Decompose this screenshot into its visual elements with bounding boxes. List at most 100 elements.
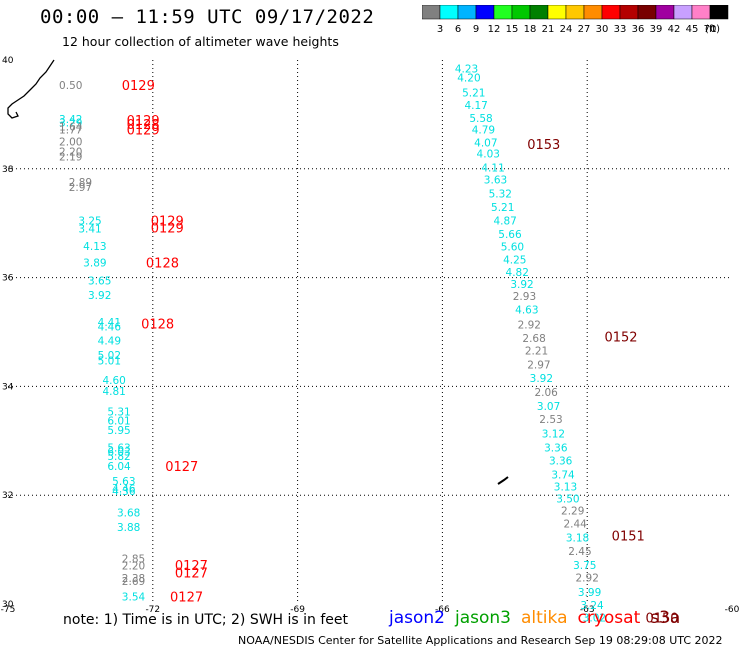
wave-height-label: 3.99 bbox=[578, 587, 601, 599]
y-tick-label: 34 bbox=[2, 382, 14, 392]
satellite-legend-item: s3a bbox=[650, 608, 681, 628]
wave-height-label: 4.17 bbox=[464, 100, 487, 112]
coastline-shape bbox=[7, 59, 55, 119]
colorbar-label: 12 bbox=[488, 24, 501, 35]
wave-height-label: 2.68 bbox=[522, 333, 545, 345]
wave-height-label: 5.60 bbox=[501, 242, 524, 254]
colorbar-label: 33 bbox=[614, 24, 627, 35]
track-time-label: 0127 bbox=[175, 566, 208, 581]
wave-height-label: 4.13 bbox=[83, 241, 106, 253]
track-time-label: 0152 bbox=[604, 330, 637, 345]
wave-height-label: 6.03 bbox=[107, 447, 130, 459]
wave-height-label: 4.25 bbox=[503, 255, 526, 267]
wave-height-label: 5.58 bbox=[469, 113, 492, 125]
wave-height-label: 5.21 bbox=[462, 88, 485, 100]
chart-title: 00:00 – 11:59 UTC 09/17/2022 bbox=[40, 6, 375, 28]
colorbar-label: 42 bbox=[668, 24, 681, 35]
wave-height-label: 4.87 bbox=[493, 215, 516, 227]
x-tick-label: -69 bbox=[290, 605, 305, 615]
track-time-label: 0129 bbox=[151, 222, 184, 237]
wave-height-label: 3.75 bbox=[573, 560, 596, 572]
wave-height-label: 5.95 bbox=[107, 425, 130, 437]
x-tick-label: -72 bbox=[145, 605, 160, 615]
wave-height-label: 3.92 bbox=[510, 279, 533, 291]
wave-height-label: 3.54 bbox=[122, 591, 146, 603]
wave-height-label: 2.85 bbox=[122, 553, 145, 565]
colorbar-label: 15 bbox=[506, 24, 519, 35]
wave-height-label: 2.19 bbox=[59, 151, 82, 163]
wave-height-label: 4.36 bbox=[112, 486, 136, 498]
track-time-label: 0128 bbox=[141, 317, 174, 332]
track-time-label: 0129 bbox=[151, 214, 184, 229]
wave-height-label: 1.64 bbox=[59, 121, 83, 133]
colorbar-label: 18 bbox=[524, 24, 537, 35]
wave-height-label: 4.46 bbox=[112, 484, 136, 496]
colorbar-swatch bbox=[709, 5, 729, 20]
wave-height-label: 4.60 bbox=[102, 375, 125, 387]
wave-height-label: 4.63 bbox=[515, 305, 538, 317]
satellite-legend: jason2 jason3 altika cryosat s3a bbox=[389, 608, 690, 628]
colorbar-label: 3 bbox=[437, 24, 443, 35]
wave-height-label: 5.63 bbox=[112, 476, 135, 488]
wave-height-label: 0.50 bbox=[59, 80, 82, 92]
wave-height-label: 6.01 bbox=[107, 416, 130, 428]
colorbar-label: 36 bbox=[632, 24, 645, 35]
wave-height-label: 2.97 bbox=[69, 182, 92, 194]
units-note: note: 1) Time is in UTC; 2) SWH is in fe… bbox=[63, 612, 349, 628]
wave-height-label: 4.79 bbox=[472, 125, 495, 137]
wave-height-label: 4.03 bbox=[477, 149, 500, 161]
wave-height-label: 3.07 bbox=[537, 401, 560, 413]
wave-height-label: 3.36 bbox=[549, 455, 573, 467]
wave-height-label: 5.32 bbox=[489, 188, 512, 200]
wave-height-label: 5.02 bbox=[98, 350, 121, 362]
island-shape bbox=[497, 476, 509, 485]
track-time-label: 0128 bbox=[146, 256, 179, 271]
track-time-label: 0127 bbox=[175, 559, 208, 574]
y-tick-label: 30 bbox=[2, 600, 14, 610]
wave-height-label: 2.06 bbox=[534, 387, 558, 399]
x-tick-label: -63 bbox=[580, 605, 595, 615]
wave-height-label: 5.66 bbox=[498, 229, 522, 241]
wave-height-label: 6.04 bbox=[107, 461, 131, 473]
colorbar-label: 9 bbox=[473, 24, 479, 35]
wave-height-label: 5.82 bbox=[107, 451, 130, 463]
wave-height-label: 2.92 bbox=[518, 319, 541, 331]
colorbar-label: 21 bbox=[542, 24, 555, 35]
wave-height-label: 4.46 bbox=[98, 322, 122, 334]
wave-height-label: 2.21 bbox=[525, 345, 548, 357]
wave-height-label: 2.20 bbox=[59, 146, 82, 158]
track-time-label: 0128 bbox=[127, 118, 160, 133]
wave-height-label: 3.41 bbox=[78, 224, 101, 236]
wave-height-label: 3.74 bbox=[551, 470, 575, 482]
wave-height-label: 3.13 bbox=[554, 481, 577, 493]
wave-height-label: 4.41 bbox=[98, 317, 121, 329]
wave-height-label: 3.02 bbox=[583, 613, 606, 625]
colorbar-label: 45 bbox=[686, 24, 699, 35]
track-time-label: 0151 bbox=[612, 529, 645, 544]
wave-height-label: 3.92 bbox=[88, 290, 111, 302]
wave-height-label: 5.63 bbox=[107, 442, 130, 454]
wave-height-label: 2.20 bbox=[122, 560, 145, 572]
wave-height-label: 5.21 bbox=[491, 202, 514, 214]
colorbar-label: 70 bbox=[704, 24, 717, 35]
y-tick-label: 32 bbox=[2, 491, 13, 501]
wave-height-label: 3.50 bbox=[556, 493, 579, 505]
satellite-legend-item: jason2 bbox=[389, 608, 445, 628]
y-tick-label: 36 bbox=[2, 274, 14, 284]
wave-height-label: 3.63 bbox=[484, 175, 507, 187]
y-tick-label: 38 bbox=[2, 165, 14, 175]
wave-height-label: 3.12 bbox=[542, 429, 565, 441]
wave-height-label: 4.07 bbox=[474, 138, 497, 150]
wave-height-label: 2.69 bbox=[122, 576, 145, 588]
satellite-legend-item: jason3 bbox=[455, 608, 511, 628]
x-tick-label: -75 bbox=[1, 605, 16, 615]
wave-height-label: 2.97 bbox=[527, 360, 550, 372]
wave-height-label: 3.36 bbox=[544, 442, 568, 454]
chart-subtitle: 12 hour collection of altimeter wave hei… bbox=[62, 34, 339, 49]
track-time-label: 0129 bbox=[127, 124, 160, 139]
wave-height-label: 2.53 bbox=[539, 414, 562, 426]
track-time-label: 0129 bbox=[127, 114, 160, 129]
credit-line: NOAA/NESDIS Center for Satellite Applica… bbox=[238, 634, 723, 647]
wave-height-label: 3.25 bbox=[78, 215, 101, 227]
